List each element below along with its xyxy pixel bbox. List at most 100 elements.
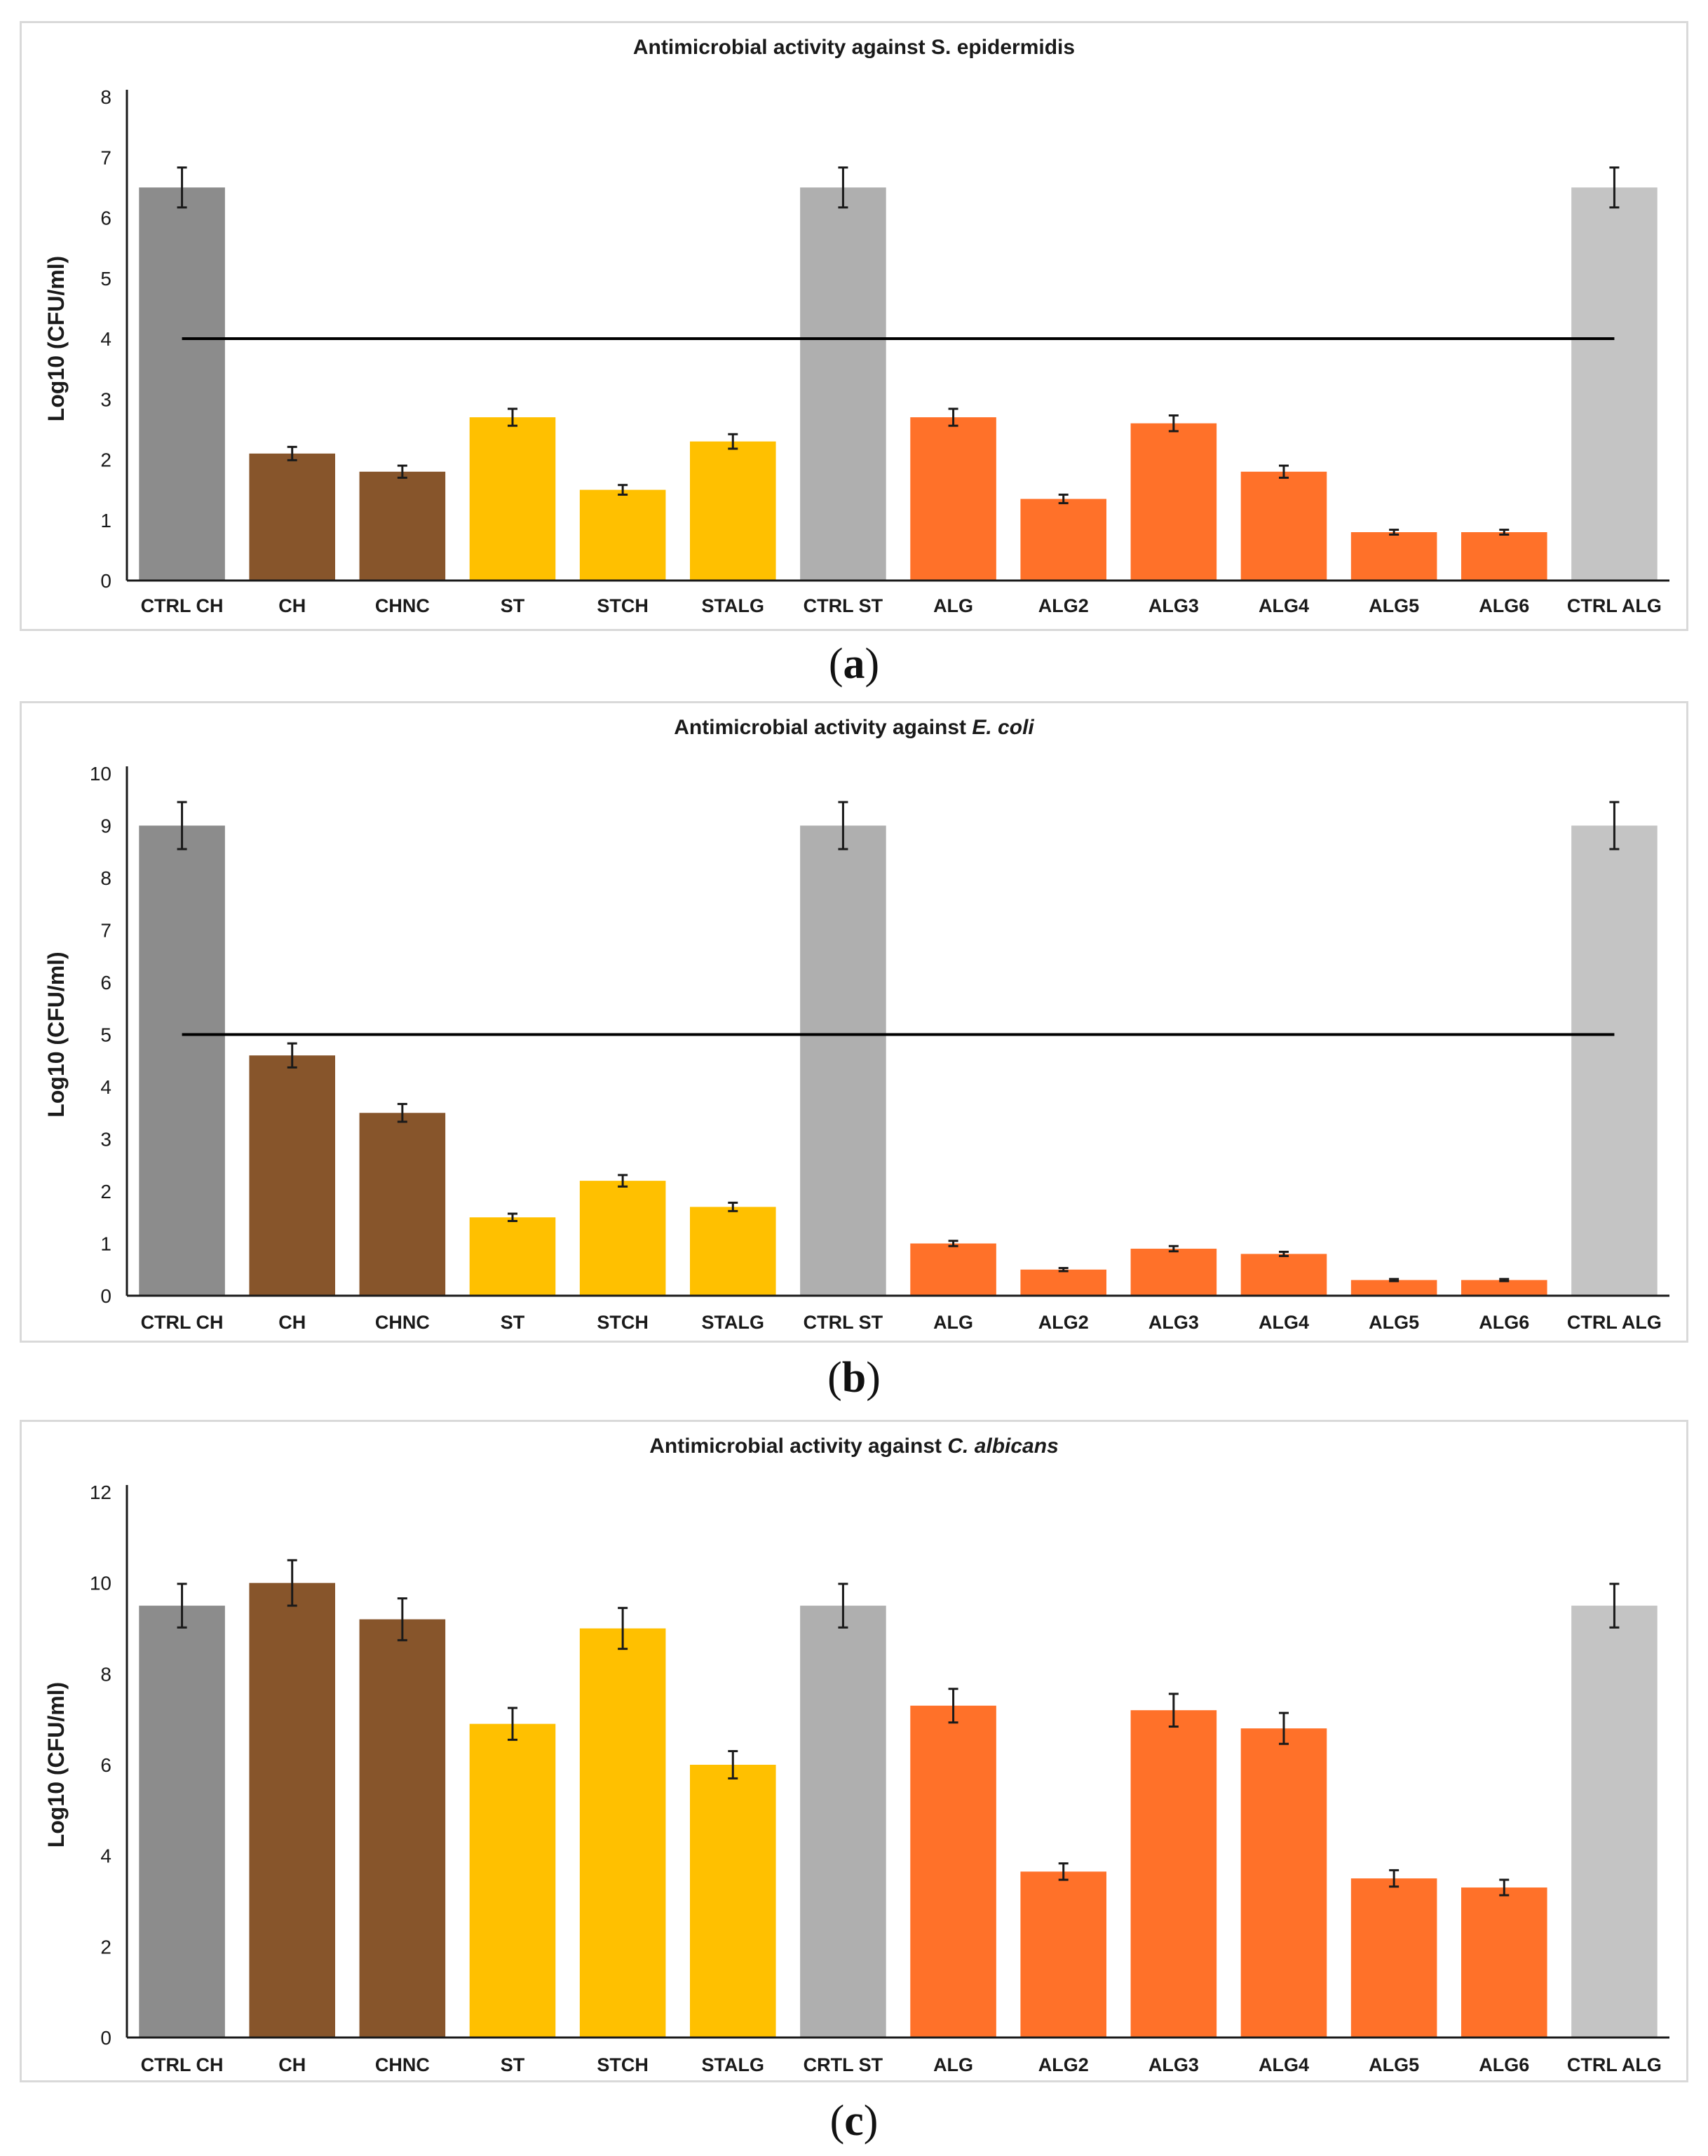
category-label-b: ALG5 xyxy=(1369,1312,1419,1333)
category-label-c: STCH xyxy=(597,2054,649,2075)
caption-letter-a: a xyxy=(843,640,865,688)
bar-a-alg xyxy=(910,417,996,581)
bar-c-alg5 xyxy=(1350,1878,1437,2038)
bar-b-stch xyxy=(579,1181,666,1296)
y-tick-label-c: 8 xyxy=(100,1663,111,1685)
error-bar-c-11 xyxy=(1389,1869,1399,1888)
y-tick-label-c: 10 xyxy=(90,1573,111,1594)
chart-title-prefix-c: Antimicrobial activity against xyxy=(649,1435,948,1458)
error-bar-c-9 xyxy=(1168,1693,1179,1728)
error-bar-b-12 xyxy=(1499,1277,1510,1282)
y-tick-label-a: 5 xyxy=(100,268,111,290)
chart-panel-b: Antimicrobial activity against E. coli 0… xyxy=(20,701,1688,1343)
error-bar-b-1 xyxy=(287,1042,297,1069)
category-label-a: CH xyxy=(278,595,306,616)
error-bar-c-1 xyxy=(287,1559,297,1607)
bar-b-ch xyxy=(249,1055,335,1296)
error-bar-a-12 xyxy=(1499,529,1510,536)
category-label-b: ALG xyxy=(933,1312,973,1333)
chart-title-organism-c: C. albicans xyxy=(947,1435,1059,1458)
error-bar-b-0 xyxy=(177,801,187,850)
category-label-c: ALG6 xyxy=(1479,2054,1529,2075)
bar-c-ctrl-alg xyxy=(1571,1606,1658,2038)
chart-title-b: Antimicrobial activity against E. coli xyxy=(22,716,1686,740)
y-tick-label-b: 3 xyxy=(100,1129,111,1151)
category-label-a: ST xyxy=(501,595,525,616)
error-bar-a-1 xyxy=(287,445,297,461)
bar-b-alg xyxy=(910,1243,996,1296)
bar-c-alg xyxy=(910,1705,996,2038)
category-label-b: ALG6 xyxy=(1479,1312,1529,1333)
error-bar-b-7 xyxy=(948,1240,958,1247)
y-tick-label-c: 4 xyxy=(100,1845,111,1867)
category-label-c: ALG2 xyxy=(1038,2054,1089,2075)
error-bar-a-5 xyxy=(728,433,738,450)
category-label-a: CTRL ALG xyxy=(1567,595,1662,616)
category-label-c: ALG3 xyxy=(1148,2054,1199,2075)
bar-c-crtl-st xyxy=(800,1606,886,2038)
bar-b-alg6 xyxy=(1461,1280,1547,1296)
error-bar-a-3 xyxy=(508,407,517,427)
bar-a-stch xyxy=(579,489,666,581)
error-bar-a-9 xyxy=(1168,414,1179,433)
bar-a-alg3 xyxy=(1130,423,1217,581)
bar-b-ctrl-alg xyxy=(1571,825,1658,1296)
y-tick-label-c: 0 xyxy=(100,2027,111,2049)
category-label-c: ALG4 xyxy=(1259,2054,1309,2075)
error-bar-c-5 xyxy=(728,1750,738,1779)
category-label-c: CRTL ST xyxy=(804,2054,883,2075)
error-bar-c-13 xyxy=(1609,1582,1620,1629)
error-bar-c-0 xyxy=(177,1582,187,1629)
error-bar-a-10 xyxy=(1279,464,1289,479)
error-bar-a-8 xyxy=(1058,494,1069,505)
bar-a-ctrl-alg xyxy=(1571,187,1658,581)
bar-a-ctrl-st xyxy=(800,187,886,581)
category-label-a: ALG2 xyxy=(1038,595,1089,616)
bar-c-ch xyxy=(249,1582,335,2038)
y-axis-label-b: Log10 (CFU/ml) xyxy=(43,951,69,1117)
bar-c-stch xyxy=(579,1628,666,2038)
chart-panel-c: Antimicrobial activity against C. albica… xyxy=(20,1420,1688,2082)
y-tick-label-b: 0 xyxy=(100,1285,111,1307)
category-label-a: CTRL CH xyxy=(141,595,224,616)
error-bar-b-3 xyxy=(508,1212,517,1222)
error-bar-b-13 xyxy=(1609,801,1620,850)
error-bar-b-5 xyxy=(728,1201,738,1212)
y-tick-label-a: 6 xyxy=(100,208,111,229)
category-label-c: CTRL ALG xyxy=(1567,2054,1662,2075)
bar-b-alg4 xyxy=(1240,1254,1327,1296)
caption-letter-b: b xyxy=(841,1354,867,1402)
category-label-b: CTRL CH xyxy=(141,1312,224,1333)
category-label-b: CH xyxy=(278,1312,306,1333)
category-label-c: ST xyxy=(501,2054,525,2075)
error-bar-a-13 xyxy=(1609,166,1620,209)
y-tick-label-b: 7 xyxy=(100,920,111,942)
error-bar-c-6 xyxy=(838,1582,848,1629)
bar-a-stalg xyxy=(690,441,776,581)
category-label-a: CHNC xyxy=(375,595,430,616)
category-label-a: ALG6 xyxy=(1479,595,1529,616)
category-label-c: ALG5 xyxy=(1369,2054,1419,2075)
bar-c-alg2 xyxy=(1020,1871,1106,2038)
bar-b-st xyxy=(469,1217,556,1296)
y-tick-label-b: 9 xyxy=(100,815,111,837)
error-bar-a-4 xyxy=(618,484,628,496)
error-bar-a-7 xyxy=(948,407,958,427)
category-label-a: STCH xyxy=(597,595,649,616)
y-tick-label-b: 4 xyxy=(100,1076,111,1098)
category-label-c: STALG xyxy=(702,2054,765,2075)
bar-c-ctrl-ch xyxy=(139,1606,225,2038)
y-tick-label-a: 8 xyxy=(100,86,111,108)
category-label-c: CTRL CH xyxy=(141,2054,224,2075)
bar-b-alg3 xyxy=(1130,1248,1217,1296)
bar-a-alg4 xyxy=(1240,471,1327,581)
category-label-b: CHNC xyxy=(375,1312,430,1333)
error-bar-c-3 xyxy=(508,1707,517,1741)
error-bar-c-4 xyxy=(618,1606,628,1650)
category-label-c: CHNC xyxy=(375,2054,430,2075)
bar-c-alg6 xyxy=(1461,1887,1547,2038)
caption-a: (a) xyxy=(828,640,880,688)
error-bar-a-6 xyxy=(838,166,848,209)
category-label-b: ALG4 xyxy=(1259,1312,1309,1333)
y-tick-label-b: 8 xyxy=(100,867,111,889)
